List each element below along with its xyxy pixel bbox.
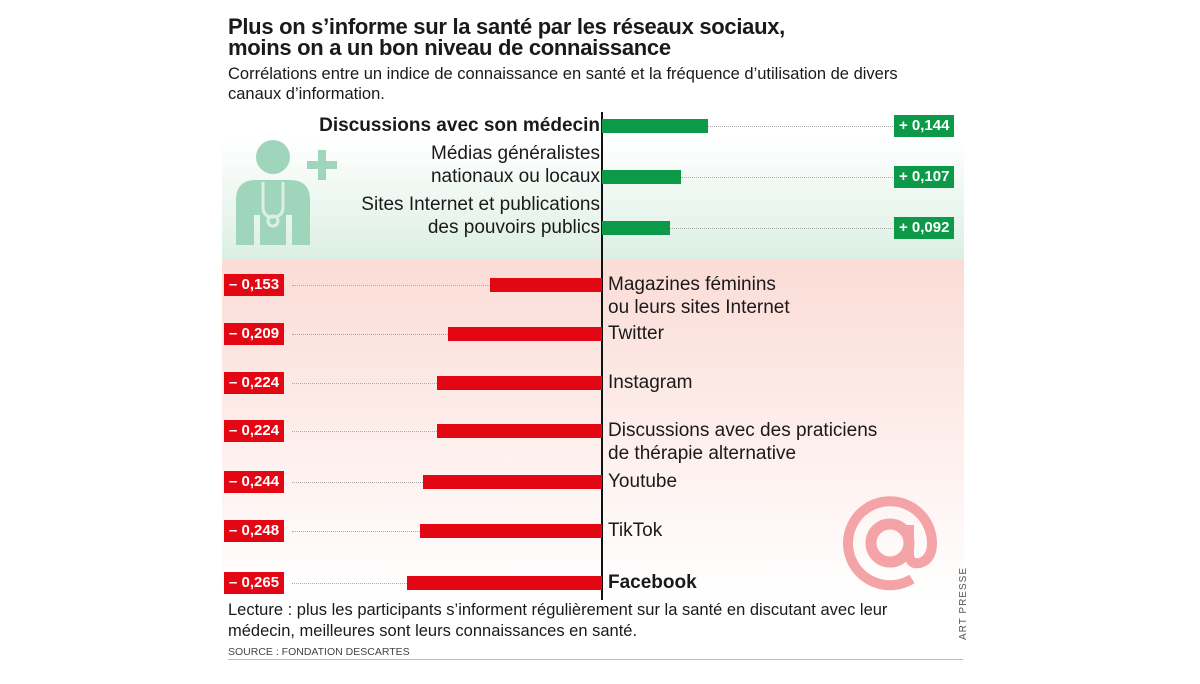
zero-axis (601, 112, 603, 600)
category-label-line: Discussions avec son médecin (319, 115, 600, 136)
data-label: – 0,265 (224, 572, 285, 594)
data-label: – 0,209 (224, 323, 285, 345)
bar-8 (419, 524, 602, 538)
data-label: + 0,144 (894, 115, 955, 137)
category-label-line: de thérapie alternative (608, 443, 797, 464)
category-label: Sites Internet et publications des pouvoi… (361, 193, 600, 239)
bar-9 (407, 576, 602, 590)
leader-line (292, 583, 408, 584)
bar-0 (602, 119, 708, 133)
data-label: – 0,244 (224, 471, 285, 493)
category-label-line: Instagram (608, 372, 693, 393)
credit: ART PRESSE (958, 567, 969, 640)
positive-zone-background (222, 140, 964, 260)
category-label-line: TikTok (608, 520, 663, 541)
bar-2 (602, 221, 670, 235)
doctor-icon (236, 140, 337, 245)
source: SOURCE : FONDATION DESCARTES (228, 646, 963, 660)
data-label: – 0,248 (224, 520, 285, 542)
category-label-line: Youtube (608, 471, 678, 492)
category-label: Instagram (608, 371, 692, 394)
category-label: TikTok (608, 519, 662, 542)
at-sign-icon (843, 496, 938, 591)
reading-note: Lecture : plus les participants s’inform… (228, 601, 888, 640)
category-label-line: nationaux ou locaux (430, 166, 600, 187)
category-label: Discussions avec son médecin (319, 114, 600, 137)
leader-line (292, 431, 438, 432)
category-label: Facebook (608, 571, 697, 594)
bar-3 (489, 278, 602, 292)
category-label: Discussions avec des praticiens de thérap… (608, 419, 877, 465)
leader-line (292, 334, 449, 335)
category-label-line: Twitter (608, 323, 664, 344)
category-label-line: ou leurs sites Internet (608, 297, 790, 318)
leader-line (669, 228, 893, 229)
bar-7 (422, 475, 602, 489)
bar-1 (602, 170, 681, 184)
category-label: Youtube (608, 470, 677, 493)
leader-line (292, 383, 438, 384)
leader-line (680, 177, 893, 178)
bar-6 (437, 424, 602, 438)
chart-subtitle: Corrélations entre un indice de connaiss… (228, 65, 898, 103)
leader-line (707, 126, 893, 127)
category-label-line: Discussions avec des praticiens (608, 420, 878, 441)
data-label: – 0,224 (224, 420, 285, 442)
bar-4 (448, 327, 602, 341)
data-label: – 0,224 (224, 372, 285, 394)
chart-title: Plus on s’informe sur la santé par les r… (228, 14, 785, 60)
data-label: – 0,153 (224, 274, 285, 296)
bar-5 (437, 376, 602, 390)
category-label: Médias généralistes nationaux ou locaux (431, 142, 600, 188)
leader-line (292, 531, 420, 532)
data-label: + 0,092 (894, 217, 955, 239)
category-label: Magazines féminins ou leurs sites Interne… (608, 273, 790, 319)
leader-line (292, 482, 423, 483)
category-label-line: Magazines féminins (608, 274, 776, 295)
category-label-line: Sites Internet et publications (361, 194, 600, 215)
leader-line (292, 285, 490, 286)
category-label: Twitter (608, 322, 664, 345)
data-label: + 0,107 (894, 166, 955, 188)
category-label-line: Facebook (608, 572, 697, 593)
category-label-line: Médias généralistes (431, 143, 600, 164)
category-label-line: des pouvoirs publics (427, 217, 600, 238)
